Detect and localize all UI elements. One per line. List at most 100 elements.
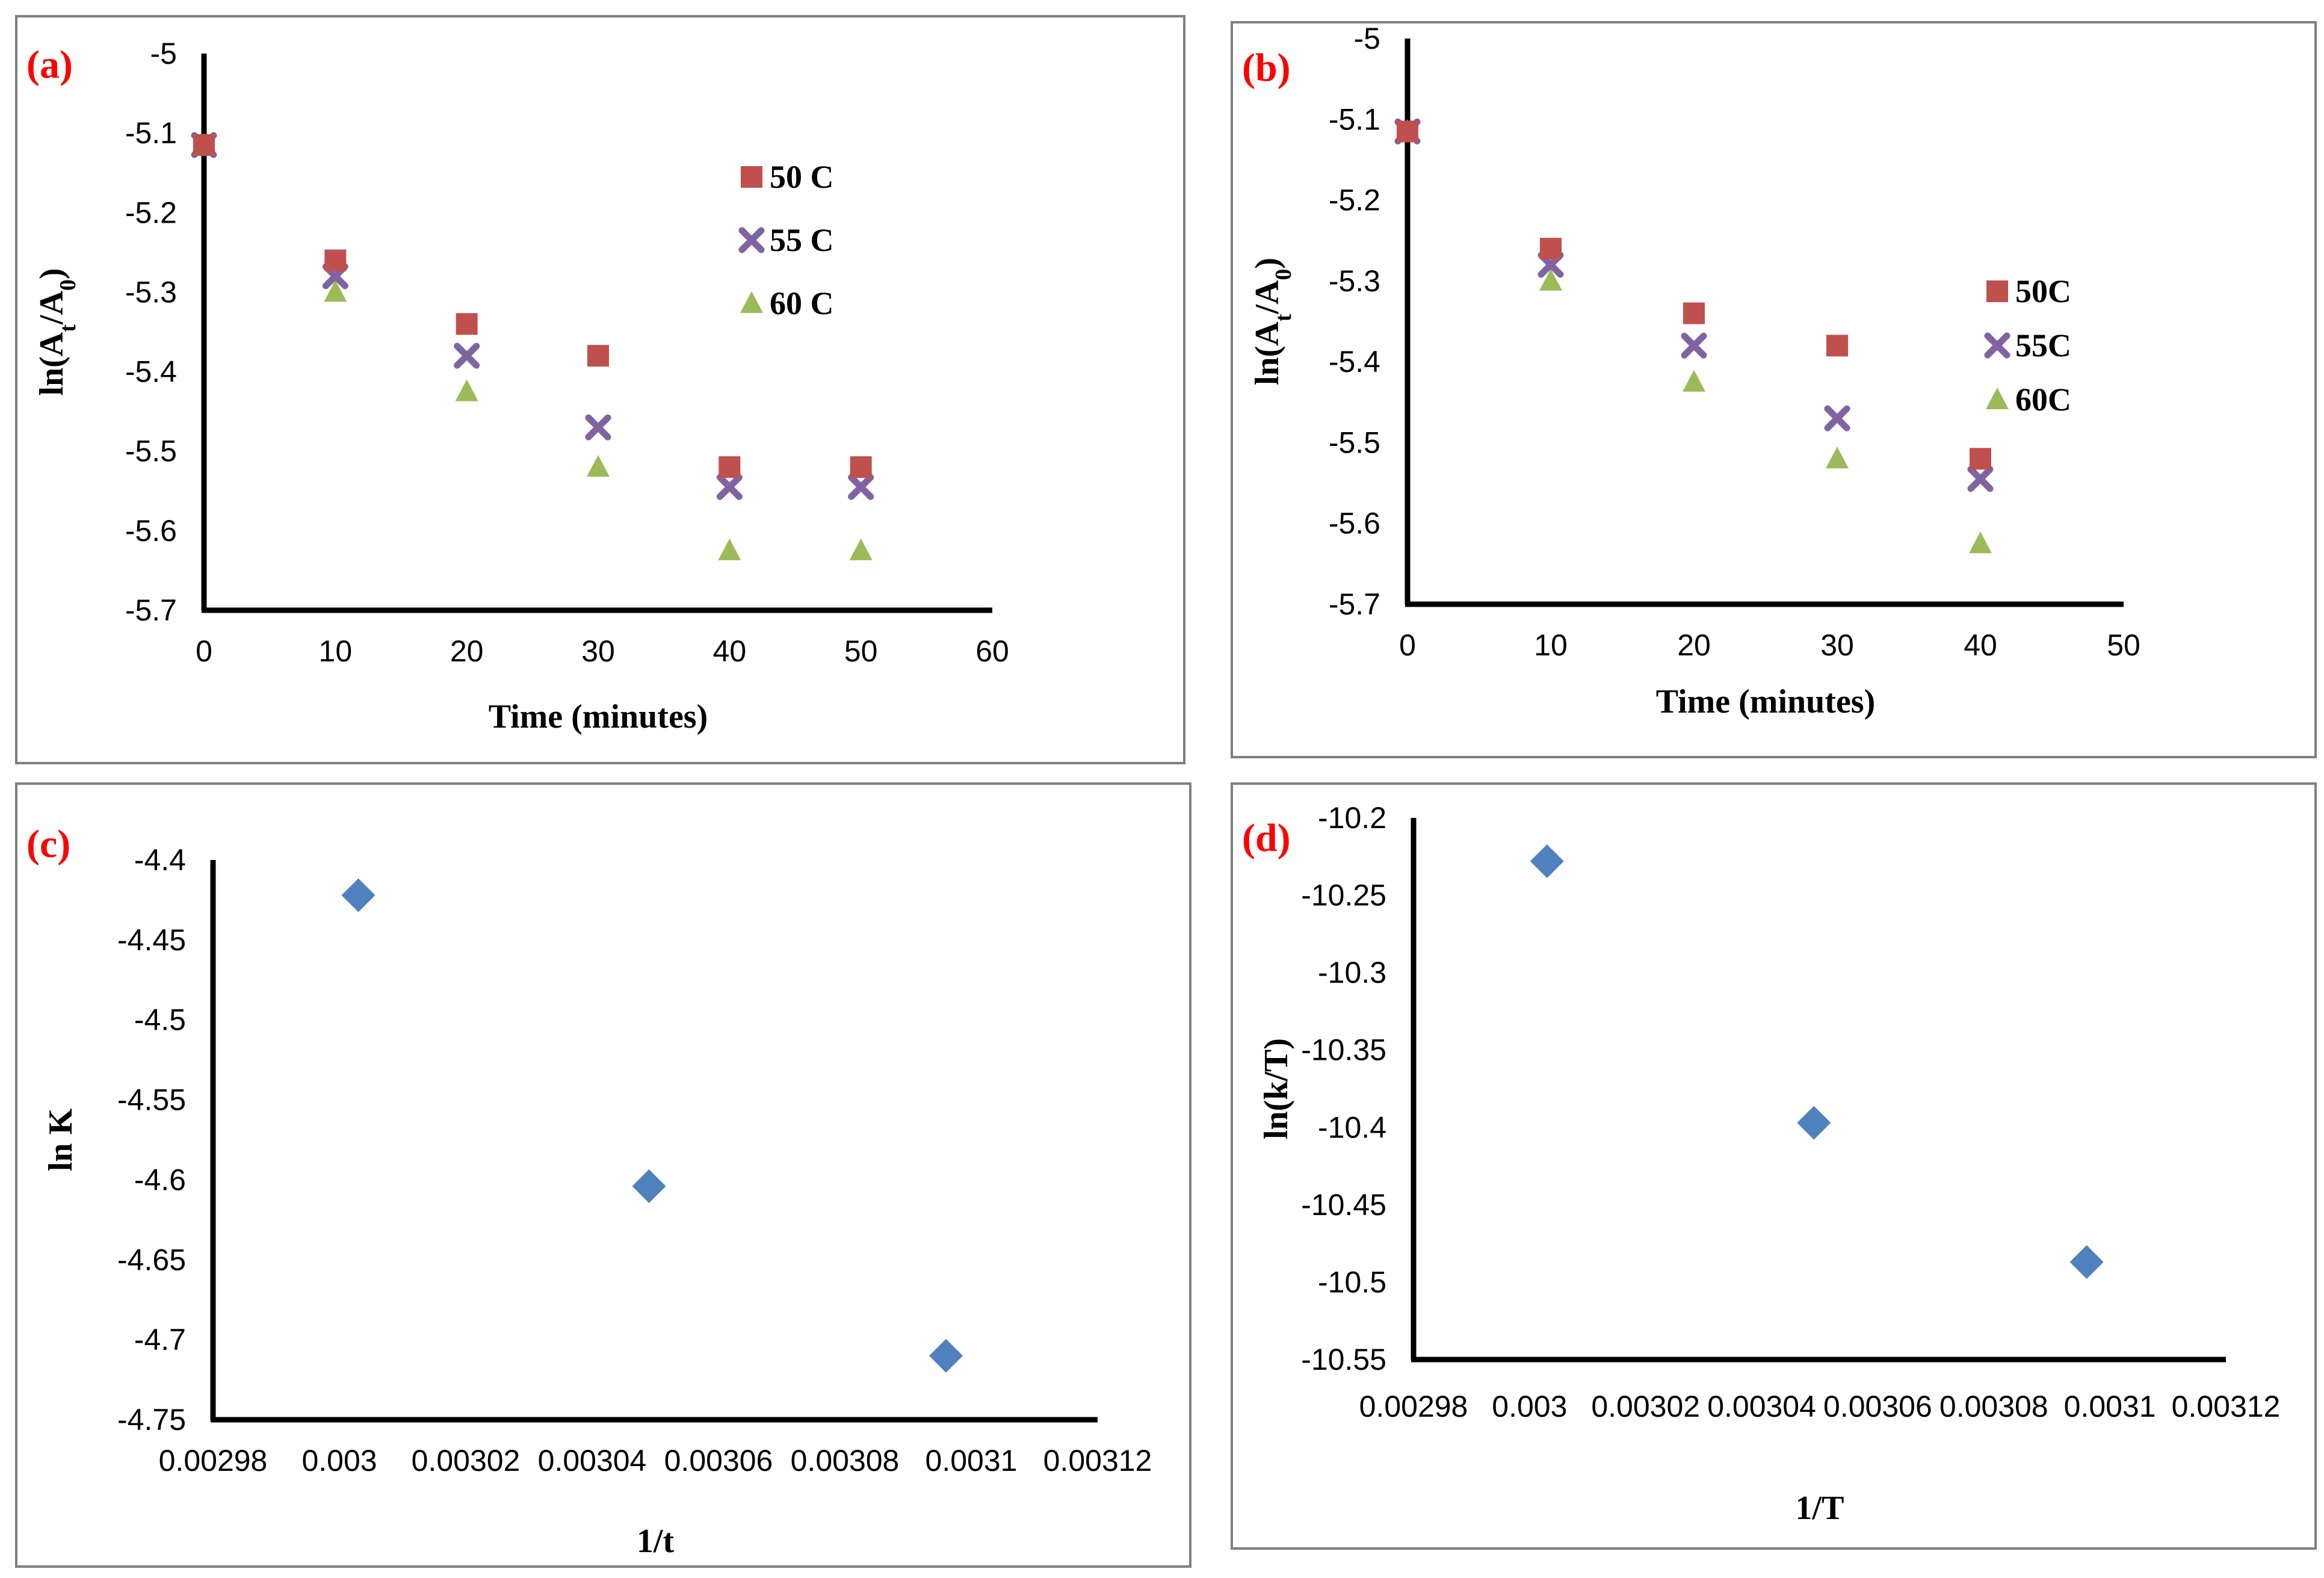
- data-point: [848, 474, 874, 500]
- data-point: [454, 342, 480, 369]
- x-axis-title: 1/t: [637, 1523, 675, 1560]
- y-tick-label: -5.3: [1329, 264, 1380, 298]
- y-tick-label: -5.2: [125, 196, 177, 229]
- panel-label: (c): [26, 822, 70, 866]
- data-point-stroke-2: [585, 414, 611, 441]
- data-point: [929, 1338, 963, 1373]
- chart-panel-c: (c) -4.4 -4.45 -4.5 -4.55 -4.6 -4.65 -4.7 -4.75 0…: [15, 782, 1191, 1568]
- data-point: [193, 134, 215, 156]
- data-point-stroke-2: [1824, 405, 1850, 432]
- y-tick-label: -5.6: [125, 514, 177, 548]
- data-point: [849, 538, 873, 560]
- y-tick-label: -5.1: [1329, 102, 1380, 136]
- data-point-stroke-2: [1967, 466, 1994, 492]
- y-tick-label: -10.2: [1318, 801, 1386, 835]
- y-tick-label: -10.35: [1301, 1033, 1386, 1067]
- y-axis-title-subscript: t: [1271, 314, 1296, 321]
- y-tick-label: -4.5: [134, 1003, 186, 1037]
- x-tick-label: 0.00298: [159, 1444, 268, 1477]
- x-tick-label: 0.00302: [412, 1444, 521, 1477]
- legend-marker-stroke-2: [1984, 332, 2010, 359]
- data-point: [1397, 120, 1418, 143]
- y-tick-label: -4.4: [134, 843, 186, 877]
- y-tick-label: -5: [1354, 22, 1380, 55]
- x-axis-title: 1/T: [1796, 1490, 1844, 1527]
- panel-label: (b): [1242, 46, 1291, 90]
- x-tick-label: 60: [975, 634, 1009, 668]
- data-point: [1826, 447, 1849, 469]
- x-axis-title: Time (minutes): [1656, 683, 1876, 720]
- legend-label: 50C: [2015, 273, 2071, 309]
- data-point: [1967, 466, 1994, 492]
- data-point: [1683, 302, 1705, 324]
- y-tick-label: -4.55: [117, 1083, 186, 1117]
- legend-marker-stroke-2: [738, 227, 765, 253]
- x-tick-label: 30: [1820, 628, 1854, 662]
- y-axis-title-part: /A: [1249, 280, 1286, 315]
- data-point: [1824, 405, 1850, 432]
- x-tick-label: 20: [450, 634, 484, 668]
- data-point: [632, 1169, 666, 1204]
- chart-panel-b: (b) -5 -5.1 -5.2 -5.3 -5.4 -5.5 -5.6 -5.7 0 10 20 30…: [1231, 21, 2317, 758]
- y-tick-label: -4.6: [134, 1163, 186, 1196]
- data-point: [1826, 335, 1848, 357]
- legend-marker: [1984, 332, 2010, 359]
- data-point: [341, 878, 375, 912]
- y-axis-title-subscript: t: [55, 324, 81, 332]
- y-tick-label: -4.65: [117, 1243, 186, 1276]
- legend-marker: [1986, 388, 2009, 409]
- y-tick-label: -5.5: [1329, 425, 1380, 459]
- y-axis-title-part: ): [1249, 258, 1286, 269]
- y-tick-label: -10.25: [1301, 879, 1386, 912]
- y-tick-label: -10.45: [1301, 1188, 1386, 1222]
- y-tick-label: -5.5: [125, 435, 177, 468]
- y-axis-title: ln K: [42, 1108, 79, 1171]
- data-point-stroke-2: [454, 342, 480, 369]
- x-tick-label: 0.00306: [664, 1444, 773, 1477]
- y-tick-label: -5.2: [1329, 184, 1380, 217]
- data-point-stroke-2: [1681, 332, 1707, 359]
- x-tick-label: 0.003: [301, 1444, 377, 1477]
- x-tick-label: 0.00308: [791, 1444, 900, 1477]
- x-tick-label: 0.00298: [1359, 1390, 1468, 1423]
- data-point: [585, 414, 611, 441]
- data-point: [2069, 1245, 2104, 1279]
- data-point: [455, 379, 478, 401]
- y-tick-label: -5.7: [125, 593, 177, 627]
- data-point: [1539, 268, 1562, 291]
- x-tick-label: 0.00312: [2172, 1390, 2281, 1423]
- y-tick-label: -10.55: [1301, 1343, 1386, 1376]
- x-tick-label: 0.00312: [1043, 1444, 1152, 1477]
- panel-label: (d): [1242, 816, 1291, 860]
- legend-label: 50 C: [770, 159, 834, 195]
- y-tick-label: -5.1: [125, 116, 177, 150]
- series-60C: [193, 132, 873, 560]
- data-point: [456, 313, 478, 335]
- y-tick-label: -10.3: [1318, 956, 1386, 989]
- legend-marker: [741, 166, 762, 188]
- y-tick-label: -4.45: [117, 923, 186, 957]
- x-tick-label: 10: [319, 634, 353, 668]
- x-tick-label: 0.00308: [1939, 1390, 2048, 1423]
- x-tick-label: 40: [1964, 628, 1997, 662]
- chart-c-svg: (c) -4.4 -4.45 -4.5 -4.55 -4.6 -4.65 -4.7 -4.75 0…: [26, 822, 1152, 1560]
- x-tick-label: 0: [1399, 628, 1416, 662]
- panel-label: (a): [26, 43, 73, 87]
- data-point: [587, 455, 610, 477]
- data-point: [1683, 370, 1705, 392]
- y-tick-label: -10.4: [1318, 1110, 1386, 1144]
- data-point: [324, 249, 347, 271]
- chart-panel-d: (d) -10.2 -10.25 -10.3 -10.35 -10.4 -10.45 -10.…: [1231, 782, 2317, 1550]
- y-tick-label: -5.4: [125, 355, 177, 389]
- data-point: [1797, 1106, 1831, 1140]
- y-tick-label: -4.75: [117, 1403, 186, 1437]
- x-tick-label: 40: [713, 634, 747, 668]
- y-tick-label: -10.5: [1318, 1265, 1386, 1299]
- x-tick-label: 50: [844, 634, 878, 668]
- x-tick-label: 10: [1534, 628, 1568, 662]
- series-60C: [1396, 119, 1992, 554]
- y-axis-title-part: ln(A: [33, 332, 70, 395]
- data-point: [587, 345, 609, 367]
- x-tick-label: 30: [581, 634, 615, 668]
- series-points: [1530, 844, 2104, 1279]
